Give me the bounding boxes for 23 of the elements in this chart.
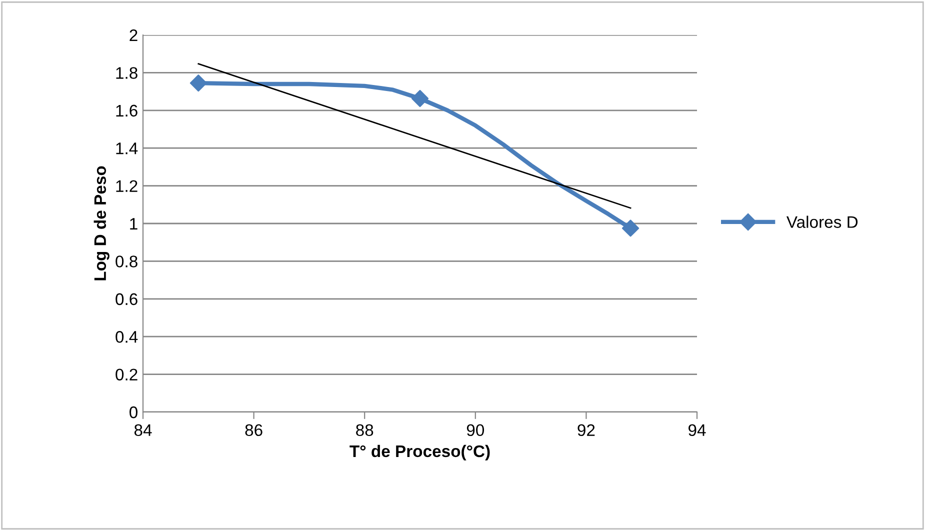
x-tick-label: 94	[688, 424, 706, 436]
y-tick-label: 1	[130, 218, 138, 230]
point	[411, 90, 429, 108]
y-tick-label: 1.6	[116, 104, 138, 117]
point	[622, 220, 640, 237]
y-tick-label: 0.6	[116, 293, 138, 306]
y-tick-label: 0.8	[116, 256, 138, 268]
y-tick-label: 0.2	[116, 368, 138, 381]
x-tick-label: 88	[356, 424, 374, 436]
y-tick-label: 0.4	[116, 331, 138, 343]
point	[190, 74, 207, 92]
legend-label: Valores D	[786, 216, 858, 228]
x-tick-label: 84	[134, 424, 152, 436]
x-tick-label: 92	[578, 424, 595, 436]
y-axis-title: Log D de Peso	[94, 166, 110, 280]
x-tick-label: 90	[466, 424, 484, 436]
y-tick-label: 1.8	[116, 67, 138, 79]
x-axis-title: T° de Proceso(°C)	[350, 444, 490, 460]
x-tick-label: 86	[245, 424, 262, 436]
y-tick-label: 1.4	[116, 142, 138, 154]
y-tick-label: 0	[130, 406, 138, 418]
y-tick-label: 1.2	[116, 180, 138, 192]
y-tick-label: 2	[130, 29, 138, 42]
